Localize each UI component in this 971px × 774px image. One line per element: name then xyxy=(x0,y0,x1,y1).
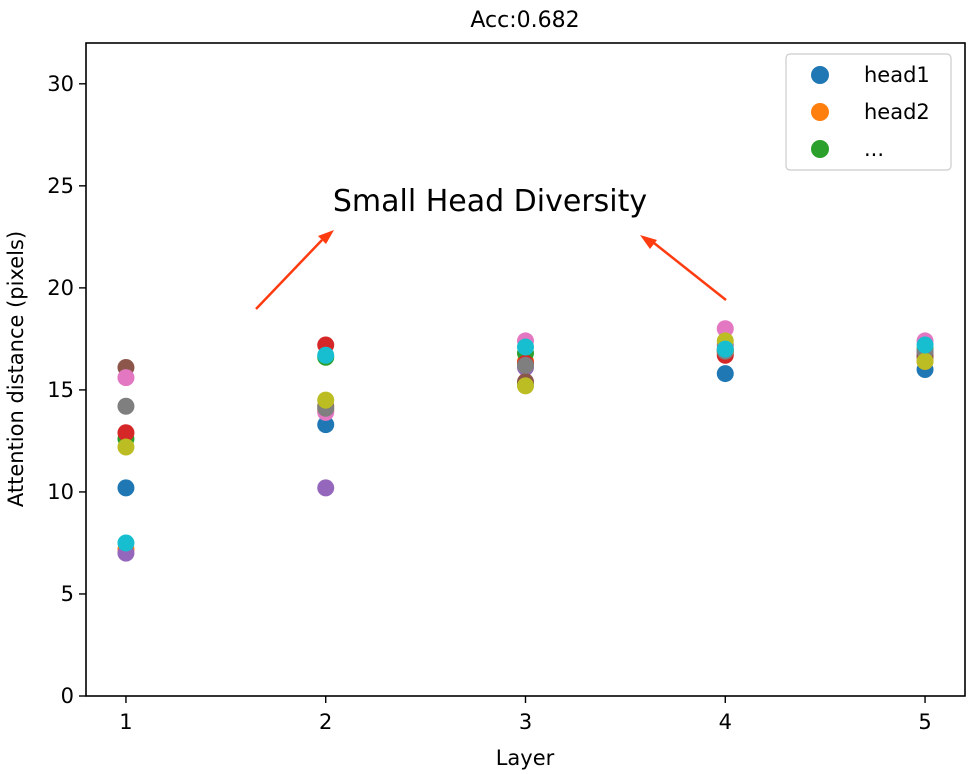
data-point-head7-layer4 xyxy=(716,320,734,338)
y-axis-label: Attention distance (pixels) xyxy=(4,231,28,507)
annotation: Small Head Diversity xyxy=(255,184,727,310)
y-tick-label: 15 xyxy=(47,378,74,402)
data-point-head9-layer3 xyxy=(517,377,534,395)
y-tick-label: 20 xyxy=(47,276,74,300)
data-point-head8-layer1 xyxy=(117,397,135,415)
annotation-arrowhead-left xyxy=(318,230,334,244)
data-point-head9-layer5 xyxy=(916,352,934,370)
legend-marker-more xyxy=(811,140,829,158)
data-point-head4-layer1 xyxy=(117,424,135,442)
data-point-head10-layer1 xyxy=(117,534,135,552)
data-point-head10-layer5 xyxy=(916,336,934,354)
y-tick-label: 30 xyxy=(47,72,74,96)
y-tick-label: 25 xyxy=(47,174,74,198)
x-tick-label: 2 xyxy=(319,710,332,734)
x-tick-label: 1 xyxy=(119,710,132,734)
x-tick-label: 4 xyxy=(719,710,732,734)
data-point-head1-layer1 xyxy=(117,479,135,497)
annotation-arrow-right xyxy=(653,242,727,301)
data-points xyxy=(117,320,934,562)
y-tick-label: 10 xyxy=(47,480,74,504)
legend-marker-head2 xyxy=(811,103,829,121)
data-point-head10-layer3 xyxy=(517,338,534,356)
chart-title: Acc:0.682 xyxy=(470,8,579,33)
legend-marker-head1 xyxy=(811,66,829,84)
legend: head1 head2 ... xyxy=(785,53,952,171)
data-point-head10-layer2 xyxy=(317,346,335,364)
x-axis-label: Layer xyxy=(496,746,555,770)
y-tick-label: 5 xyxy=(61,582,74,606)
legend-label-more: ... xyxy=(864,137,884,161)
annotation-arrow-left xyxy=(255,239,323,310)
legend-box xyxy=(785,53,952,171)
data-point-head10-layer4 xyxy=(716,340,734,358)
data-point-head9-layer1 xyxy=(117,438,135,456)
x-tick-label: 3 xyxy=(519,710,532,734)
legend-label-head2: head2 xyxy=(864,100,930,124)
annotation-arrowhead-right xyxy=(640,235,657,249)
data-point-head5-layer2 xyxy=(317,479,335,497)
annotation-text: Small Head Diversity xyxy=(333,184,647,219)
data-point-head8-layer3 xyxy=(517,356,534,374)
plot-frame xyxy=(85,42,966,697)
y-tick-label: 0 xyxy=(61,684,74,708)
data-point-head9-layer2 xyxy=(317,391,335,409)
x-tick-label: 5 xyxy=(918,710,931,734)
data-point-head1-layer2 xyxy=(317,416,335,434)
axes: 1 2 3 4 5 0 5 10 15 20 25 30 xyxy=(47,72,931,734)
data-point-head7-layer1 xyxy=(117,369,135,387)
legend-label-head1: head1 xyxy=(864,63,930,87)
data-point-head1-layer4 xyxy=(716,365,734,383)
